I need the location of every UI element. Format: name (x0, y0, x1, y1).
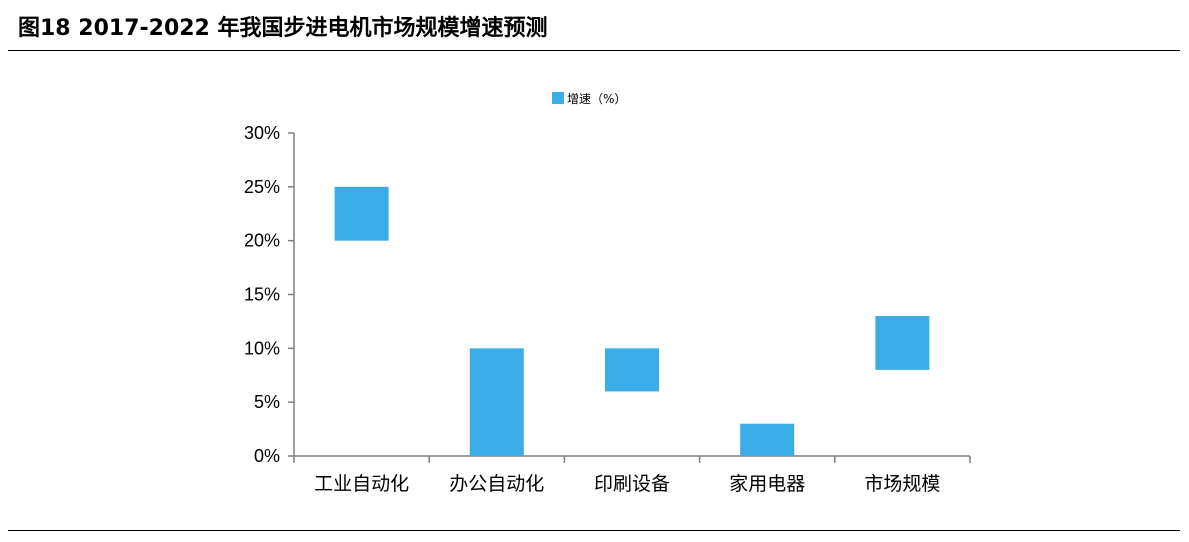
bar (605, 348, 659, 392)
y-tick-label: 30% (244, 123, 280, 143)
x-category-label: 工业自动化 (314, 473, 409, 495)
bars (334, 186, 930, 456)
legend: 增速（%） (552, 92, 626, 106)
legend-label: 增速（%） (567, 92, 626, 106)
bar (875, 316, 930, 370)
chart-title: 图18 2017-2022 年我国步进电机市场规模增速预测 (18, 16, 548, 41)
y-tick-label: 20% (244, 231, 280, 251)
bar (334, 186, 389, 241)
bottom-rule (8, 530, 1180, 531)
y-tick-label: 15% (244, 285, 280, 305)
axes (288, 132, 971, 463)
y-tick-label: 5% (254, 392, 280, 412)
y-tick-label: 0% (254, 446, 280, 466)
bar (740, 423, 795, 456)
top-rule (8, 50, 1180, 51)
bar (469, 348, 524, 456)
legend-swatch (552, 92, 564, 104)
x-category-label: 家用电器 (729, 473, 805, 495)
y-tick-label: 25% (244, 177, 280, 197)
labels: 0% 5% 10% 15% 20% 25% 30% 工业自动化 办公自动化 印刷设备 家用电器 市场规… (244, 123, 940, 495)
x-category-label: 办公自动化 (449, 473, 544, 495)
x-category-label: 市场规模 (864, 473, 940, 495)
x-category-label: 印刷设备 (594, 473, 670, 495)
y-tick-label: 10% (244, 338, 280, 358)
